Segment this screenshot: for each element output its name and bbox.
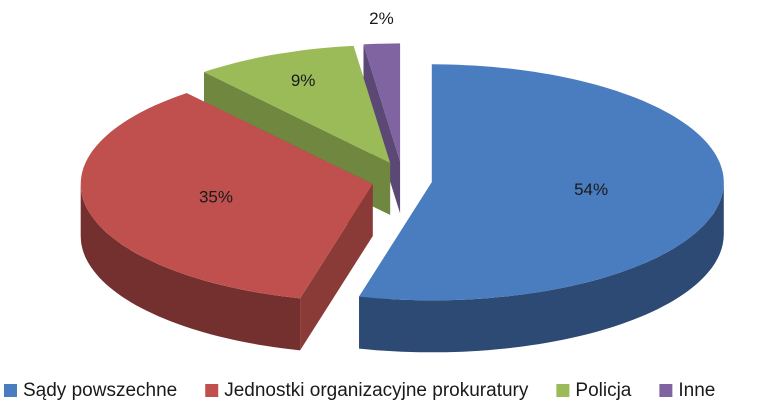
pie-slice [359, 64, 724, 301]
legend-swatch [205, 384, 219, 397]
slice-label: 35% [199, 188, 233, 207]
legend-swatch [556, 384, 570, 397]
slice-wall [359, 182, 724, 353]
legend-label: Sądy powszechne [23, 380, 177, 401]
pie-slice [204, 45, 391, 163]
slice-label: 2% [369, 9, 394, 28]
legend-swatch [4, 384, 17, 397]
pie-slice [363, 43, 401, 162]
slice [359, 64, 724, 353]
slice-label: 9% [291, 71, 316, 90]
slice-label: 54% [574, 180, 608, 199]
legend-label: Jednostki organizacyjne prokuratury [224, 380, 529, 401]
slice-wall [80, 184, 301, 351]
slice-side [363, 44, 401, 214]
slice [363, 43, 401, 214]
legend-swatch [659, 384, 673, 397]
legend-label: Inne [678, 380, 715, 401]
slice [80, 93, 373, 351]
legend-label: Policja [575, 380, 631, 401]
pie-slice [80, 93, 373, 299]
